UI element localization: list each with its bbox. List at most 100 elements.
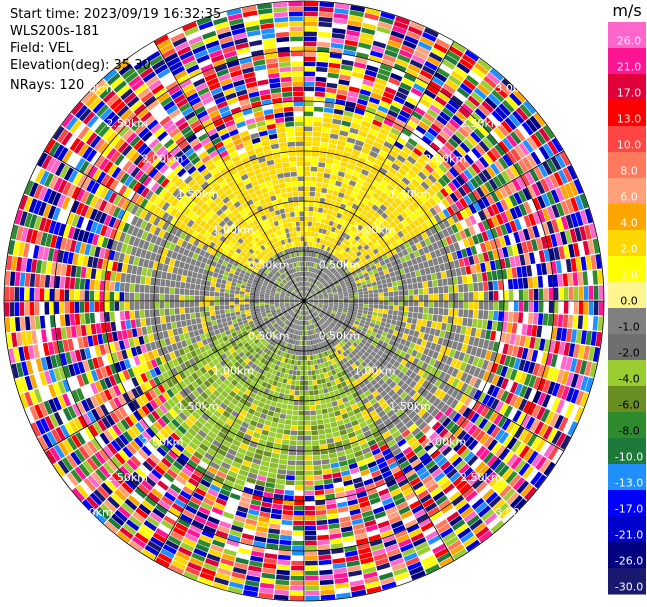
ppi-cell	[314, 197, 320, 203]
ppi-cell	[374, 175, 383, 184]
ppi-cell	[319, 197, 326, 204]
ppi-cell	[375, 137, 385, 145]
ppi-cell	[306, 293, 310, 297]
ppi-cell	[324, 251, 329, 257]
ppi-cell	[338, 135, 348, 142]
ppi-cell	[304, 176, 310, 182]
ppi-cell	[320, 254, 324, 260]
ppi-cell	[406, 30, 421, 41]
ppi-cell	[316, 177, 323, 183]
ppi-cell	[304, 46, 317, 52]
ppi-cell	[375, 110, 387, 118]
ppi-cell	[344, 173, 352, 180]
ppi-cell	[393, 63, 407, 73]
ppi-cell	[313, 252, 317, 258]
ppi-cell	[304, 231, 308, 237]
ppi-cell	[383, 141, 394, 150]
ppi-cell	[317, 233, 322, 239]
ppi-cell	[308, 251, 312, 257]
ppi-cell	[334, 228, 340, 235]
ppi-cell	[314, 263, 319, 269]
ppi-cell	[382, 91, 395, 100]
ppi-cell	[314, 247, 318, 253]
ppi-cell	[316, 182, 323, 188]
ppi-cell	[329, 253, 334, 259]
ppi-cell	[368, 128, 379, 137]
ppi-cell	[331, 37, 345, 45]
ppi-cell	[336, 240, 342, 247]
ppi-cell	[313, 116, 323, 122]
ppi-cell	[304, 181, 310, 187]
ppi-cell	[304, 281, 306, 287]
ppi-cell	[346, 137, 356, 144]
ppi-cell	[320, 244, 326, 250]
ppi-cell	[351, 149, 361, 157]
ppi-cell	[368, 55, 382, 63]
ppi-cell	[328, 143, 337, 150]
ppi-cell	[306, 271, 309, 277]
ppi-cell	[344, 146, 353, 154]
ppi-cell	[388, 77, 401, 86]
ppi-cell	[365, 106, 377, 114]
ppi-cell	[395, 91, 408, 101]
ppi-cell	[379, 63, 393, 72]
ppi-cell	[351, 203, 359, 210]
ppi-cell	[304, 11, 318, 17]
ppi-cell	[331, 243, 337, 249]
ppi-cell	[321, 127, 331, 133]
ppi-cell	[392, 25, 407, 35]
ppi-cell	[360, 84, 373, 92]
ppi-cell	[312, 284, 316, 289]
ppi-cell	[406, 96, 418, 106]
ppi-cell	[434, 71, 448, 83]
ppi-cell	[334, 3, 350, 10]
ppi-cell	[311, 278, 314, 283]
ppi-cell	[407, 26, 423, 36]
ppi-cell	[327, 184, 335, 190]
ppi-cell	[311, 156, 319, 162]
ppi-cell	[372, 163, 381, 171]
ppi-cell	[385, 136, 396, 145]
ppi-cell	[358, 93, 370, 102]
ppi-cell	[396, 136, 407, 146]
ppi-cell	[345, 168, 354, 175]
ppi-cell	[367, 172, 376, 180]
ppi-cell	[304, 291, 306, 297]
ppi-cell	[337, 84, 349, 91]
ppi-cell	[371, 146, 381, 154]
ppi-cell	[304, 236, 308, 242]
ppi-cell	[353, 61, 367, 69]
ppi-cell	[332, 222, 339, 228]
ppi-cell	[330, 215, 336, 222]
ppi-cell	[319, 271, 323, 276]
ppi-cell	[350, 5, 366, 13]
ppi-cell	[310, 171, 317, 177]
ppi-cell	[309, 272, 312, 277]
ppi-cell	[344, 39, 358, 47]
ppi-cell	[364, 69, 378, 78]
ppi-cell	[314, 268, 318, 274]
ppi-cell	[399, 82, 412, 92]
ppi-cell	[325, 92, 336, 99]
ppi-cell	[310, 257, 314, 262]
ppi-cell	[399, 109, 411, 119]
ppi-cell	[304, 106, 314, 112]
ppi-cell	[411, 54, 426, 65]
ppi-cell	[333, 13, 349, 20]
ppi-cell	[340, 161, 349, 168]
ppi-cell	[304, 76, 315, 82]
ppi-cell	[355, 103, 367, 111]
ppi-cell	[316, 275, 320, 280]
ppi-cell	[325, 87, 337, 94]
ppi-cell	[304, 81, 315, 87]
ppi-cell	[385, 114, 397, 123]
ppi-cell	[444, 54, 458, 66]
ppi-cell	[315, 274, 319, 280]
ppi-cell	[361, 120, 372, 129]
ppi-cell	[331, 123, 341, 130]
ppi-cell	[319, 238, 324, 244]
ppi-cell	[336, 94, 347, 101]
ppi-cell	[381, 96, 393, 105]
ppi-cell	[304, 56, 316, 62]
ppi-cell	[304, 206, 309, 212]
